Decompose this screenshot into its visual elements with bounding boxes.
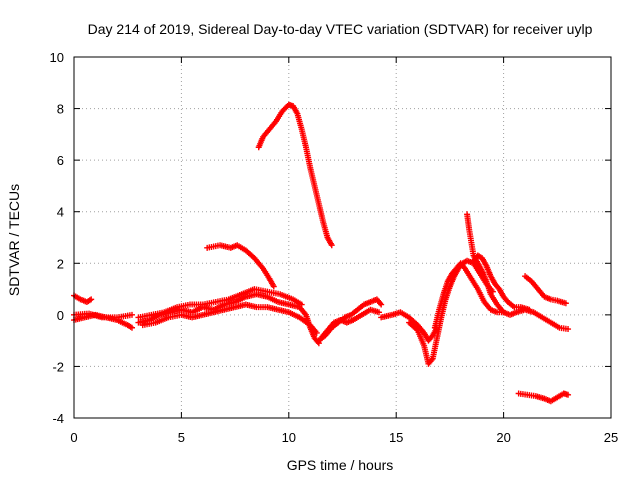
series-arc-o bbox=[470, 252, 533, 313]
data-point bbox=[565, 326, 572, 333]
series-arc-q bbox=[515, 390, 572, 405]
data-point bbox=[376, 309, 383, 316]
data-point bbox=[378, 301, 385, 308]
x-tick-label: 5 bbox=[178, 430, 185, 445]
data-point bbox=[377, 300, 384, 307]
series-arc-g bbox=[204, 242, 277, 290]
series-arc-j bbox=[318, 306, 383, 342]
y-tick-labels: -4 -2 0 2 4 6 8 10 bbox=[50, 50, 64, 426]
y-tick-label: 0 bbox=[57, 308, 64, 323]
plot-frame bbox=[73, 56, 612, 419]
series-arc-h bbox=[255, 101, 335, 249]
data-point bbox=[128, 311, 135, 318]
chart-title: Day 214 of 2019, Sidereal Day-to-day VTE… bbox=[88, 21, 593, 37]
x-tick-labels: 0 5 10 15 20 25 bbox=[70, 430, 618, 445]
y-tick-label: 4 bbox=[57, 205, 64, 220]
data-point bbox=[128, 324, 135, 331]
series-arc-f bbox=[135, 286, 305, 321]
data-point bbox=[328, 242, 335, 249]
data-point bbox=[270, 283, 277, 290]
data-point bbox=[565, 391, 572, 398]
y-tick-label: 10 bbox=[50, 50, 64, 65]
data-point bbox=[88, 296, 95, 303]
y-tick-label: 6 bbox=[57, 153, 64, 168]
y-tick-label: -4 bbox=[52, 411, 64, 426]
data-point bbox=[500, 309, 507, 316]
data-point bbox=[428, 356, 435, 363]
y-axis-label: SDTVAR / TECUs bbox=[6, 184, 22, 296]
x-tick-label: 20 bbox=[496, 430, 510, 445]
series-arc-e bbox=[139, 301, 320, 336]
x-tick-label: 25 bbox=[604, 430, 618, 445]
x-tick-label: 15 bbox=[389, 430, 403, 445]
y-tick-label: -2 bbox=[52, 359, 64, 374]
x-tick-label: 10 bbox=[282, 430, 296, 445]
y-tick-label: 8 bbox=[57, 102, 64, 117]
data-point bbox=[298, 301, 305, 308]
data-point bbox=[460, 264, 467, 271]
x-axis-label: GPS time / hours bbox=[287, 457, 394, 473]
data-point bbox=[313, 329, 320, 336]
y-tick-label: 2 bbox=[57, 256, 64, 271]
x-tick-label: 0 bbox=[70, 430, 77, 445]
data-point bbox=[526, 306, 533, 313]
series-arc-n bbox=[464, 211, 507, 316]
data-point bbox=[562, 300, 569, 307]
series-arc-p bbox=[522, 273, 569, 307]
series-arc-k bbox=[378, 309, 441, 344]
grid-lines bbox=[74, 57, 611, 418]
